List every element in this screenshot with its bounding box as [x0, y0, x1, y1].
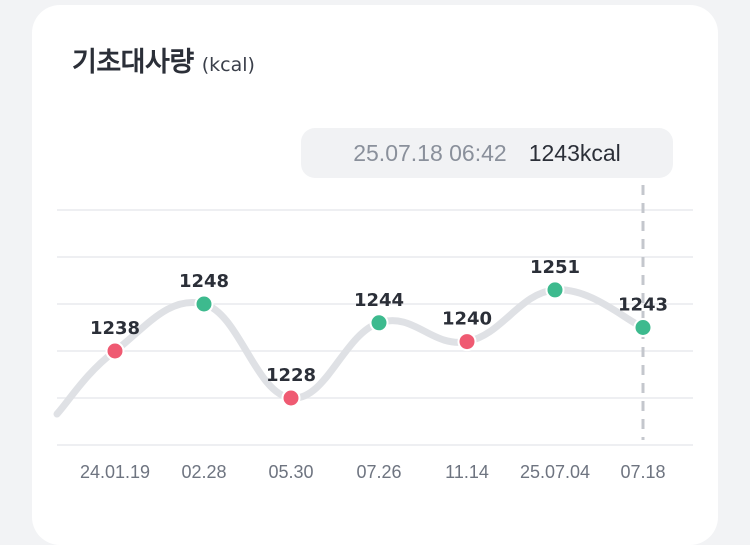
data-label: 1251: [530, 257, 580, 278]
x-tick-label: 05.30: [268, 462, 313, 482]
grid-lines: [57, 209, 693, 446]
data-label: 1248: [179, 271, 229, 292]
data-point[interactable]: [633, 318, 653, 337]
x-tick-label: 07.18: [620, 462, 665, 482]
data-point[interactable]: [369, 313, 389, 333]
data-point[interactable]: [281, 388, 301, 408]
tooltip-time: 25.07.18 06:42: [353, 139, 507, 166]
tooltip-value: 1243kcal: [528, 139, 621, 166]
data-point[interactable]: [105, 341, 125, 361]
data-point[interactable]: [457, 332, 477, 352]
x-tick-label: 02.28: [181, 462, 226, 482]
x-tick-label: 07.26: [356, 462, 401, 482]
bmr-card: [32, 5, 718, 545]
card-title-unit: (kcal): [201, 54, 255, 76]
data-label: 1240: [442, 309, 492, 330]
selected-point-tooltip: 25.07.18 06:42 1243kcal: [301, 128, 673, 178]
data-point[interactable]: [545, 280, 565, 300]
data-points: [105, 280, 653, 408]
x-tick-label: 25.07.04: [520, 462, 590, 482]
data-point[interactable]: [194, 294, 214, 314]
data-label: 1228: [266, 365, 316, 386]
data-label: 1244: [354, 290, 404, 311]
x-tick-label: 11.14: [445, 462, 489, 482]
card-title: 기초대사량 (kcal): [72, 40, 255, 79]
series-line: [53, 286, 647, 418]
x-tick-labels: 24.01.19 02.28 05.30 07.26 11.14 25.07.04 07.1…: [80, 462, 666, 482]
data-labels: 1238 1248 1228 1244 1240 1251 1243: [90, 257, 668, 386]
bmr-line-chart[interactable]: 1238 1248 1228 1244 1240 1251 1243 24.01.19 02.…: [0, 0, 750, 523]
data-label: 1243: [618, 295, 668, 316]
x-tick-label: 24.01.19: [80, 462, 150, 482]
data-label: 1238: [90, 318, 140, 339]
card-title-text: 기초대사량: [72, 47, 194, 78]
